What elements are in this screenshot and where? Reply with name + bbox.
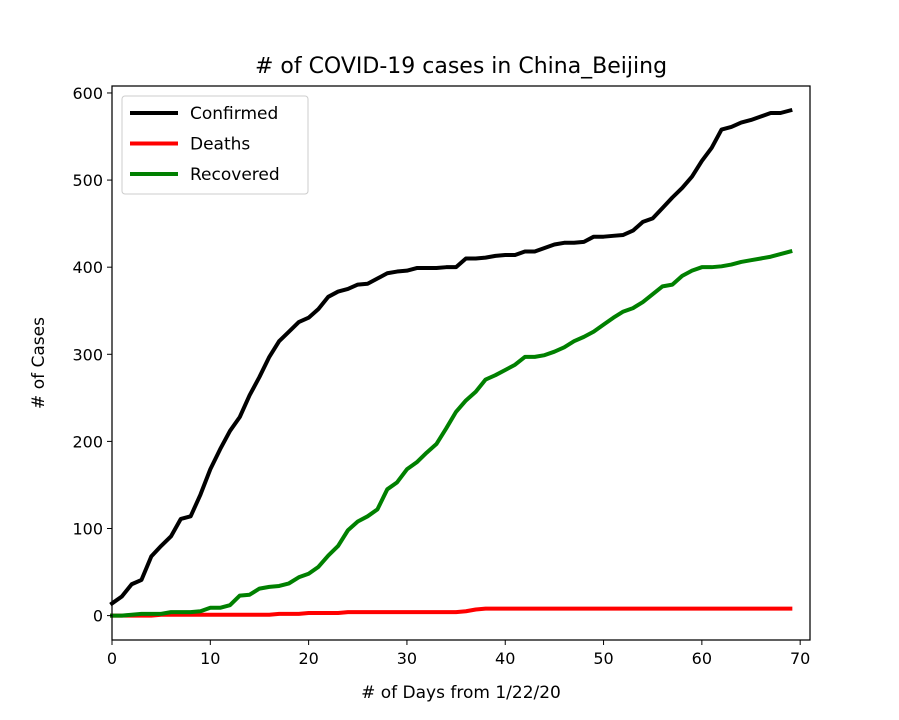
- x-tick-label: 40: [495, 649, 515, 668]
- x-axis: 0 10 20 30 40 50 60 70: [107, 640, 810, 668]
- x-axis-label: # of Days from 1/22/20: [361, 683, 561, 703]
- y-tick-label: 300: [72, 345, 103, 364]
- x-tick-label: 10: [200, 649, 220, 668]
- plot-frame: [111, 85, 811, 641]
- series-layer: [109, 107, 793, 618]
- y-tick-label: 200: [72, 432, 103, 451]
- y-tick-label: 100: [72, 520, 103, 539]
- y-axis: 0 100 200 300 400 500 600: [72, 84, 112, 626]
- legend-label-deaths: Deaths: [190, 135, 250, 155]
- legend: Confirmed Deaths Recovered: [121, 95, 309, 195]
- y-tick-label: 600: [72, 84, 103, 103]
- y-tick-label: 500: [72, 171, 103, 190]
- chart-title: # of COVID-19 cases in China_Beijing: [255, 54, 667, 79]
- series-line-recovered: [110, 249, 793, 618]
- x-tick-label: 20: [298, 649, 318, 668]
- y-axis-label: # of Cases: [29, 317, 49, 409]
- series-line-deaths: [110, 606, 793, 618]
- legend-box: [121, 95, 309, 195]
- x-tick-label: 70: [790, 649, 810, 668]
- y-tick-label: 400: [72, 258, 103, 277]
- legend-label-confirmed: Confirmed: [190, 104, 278, 124]
- x-tick-label: 30: [397, 649, 417, 668]
- x-tick-label: 60: [692, 649, 712, 668]
- legend-label-recovered: Recovered: [190, 165, 280, 185]
- x-tick-label: 50: [593, 649, 613, 668]
- series-line-confirmed: [109, 107, 793, 607]
- y-tick-label: 0: [93, 607, 103, 626]
- x-tick-label: 0: [107, 649, 117, 668]
